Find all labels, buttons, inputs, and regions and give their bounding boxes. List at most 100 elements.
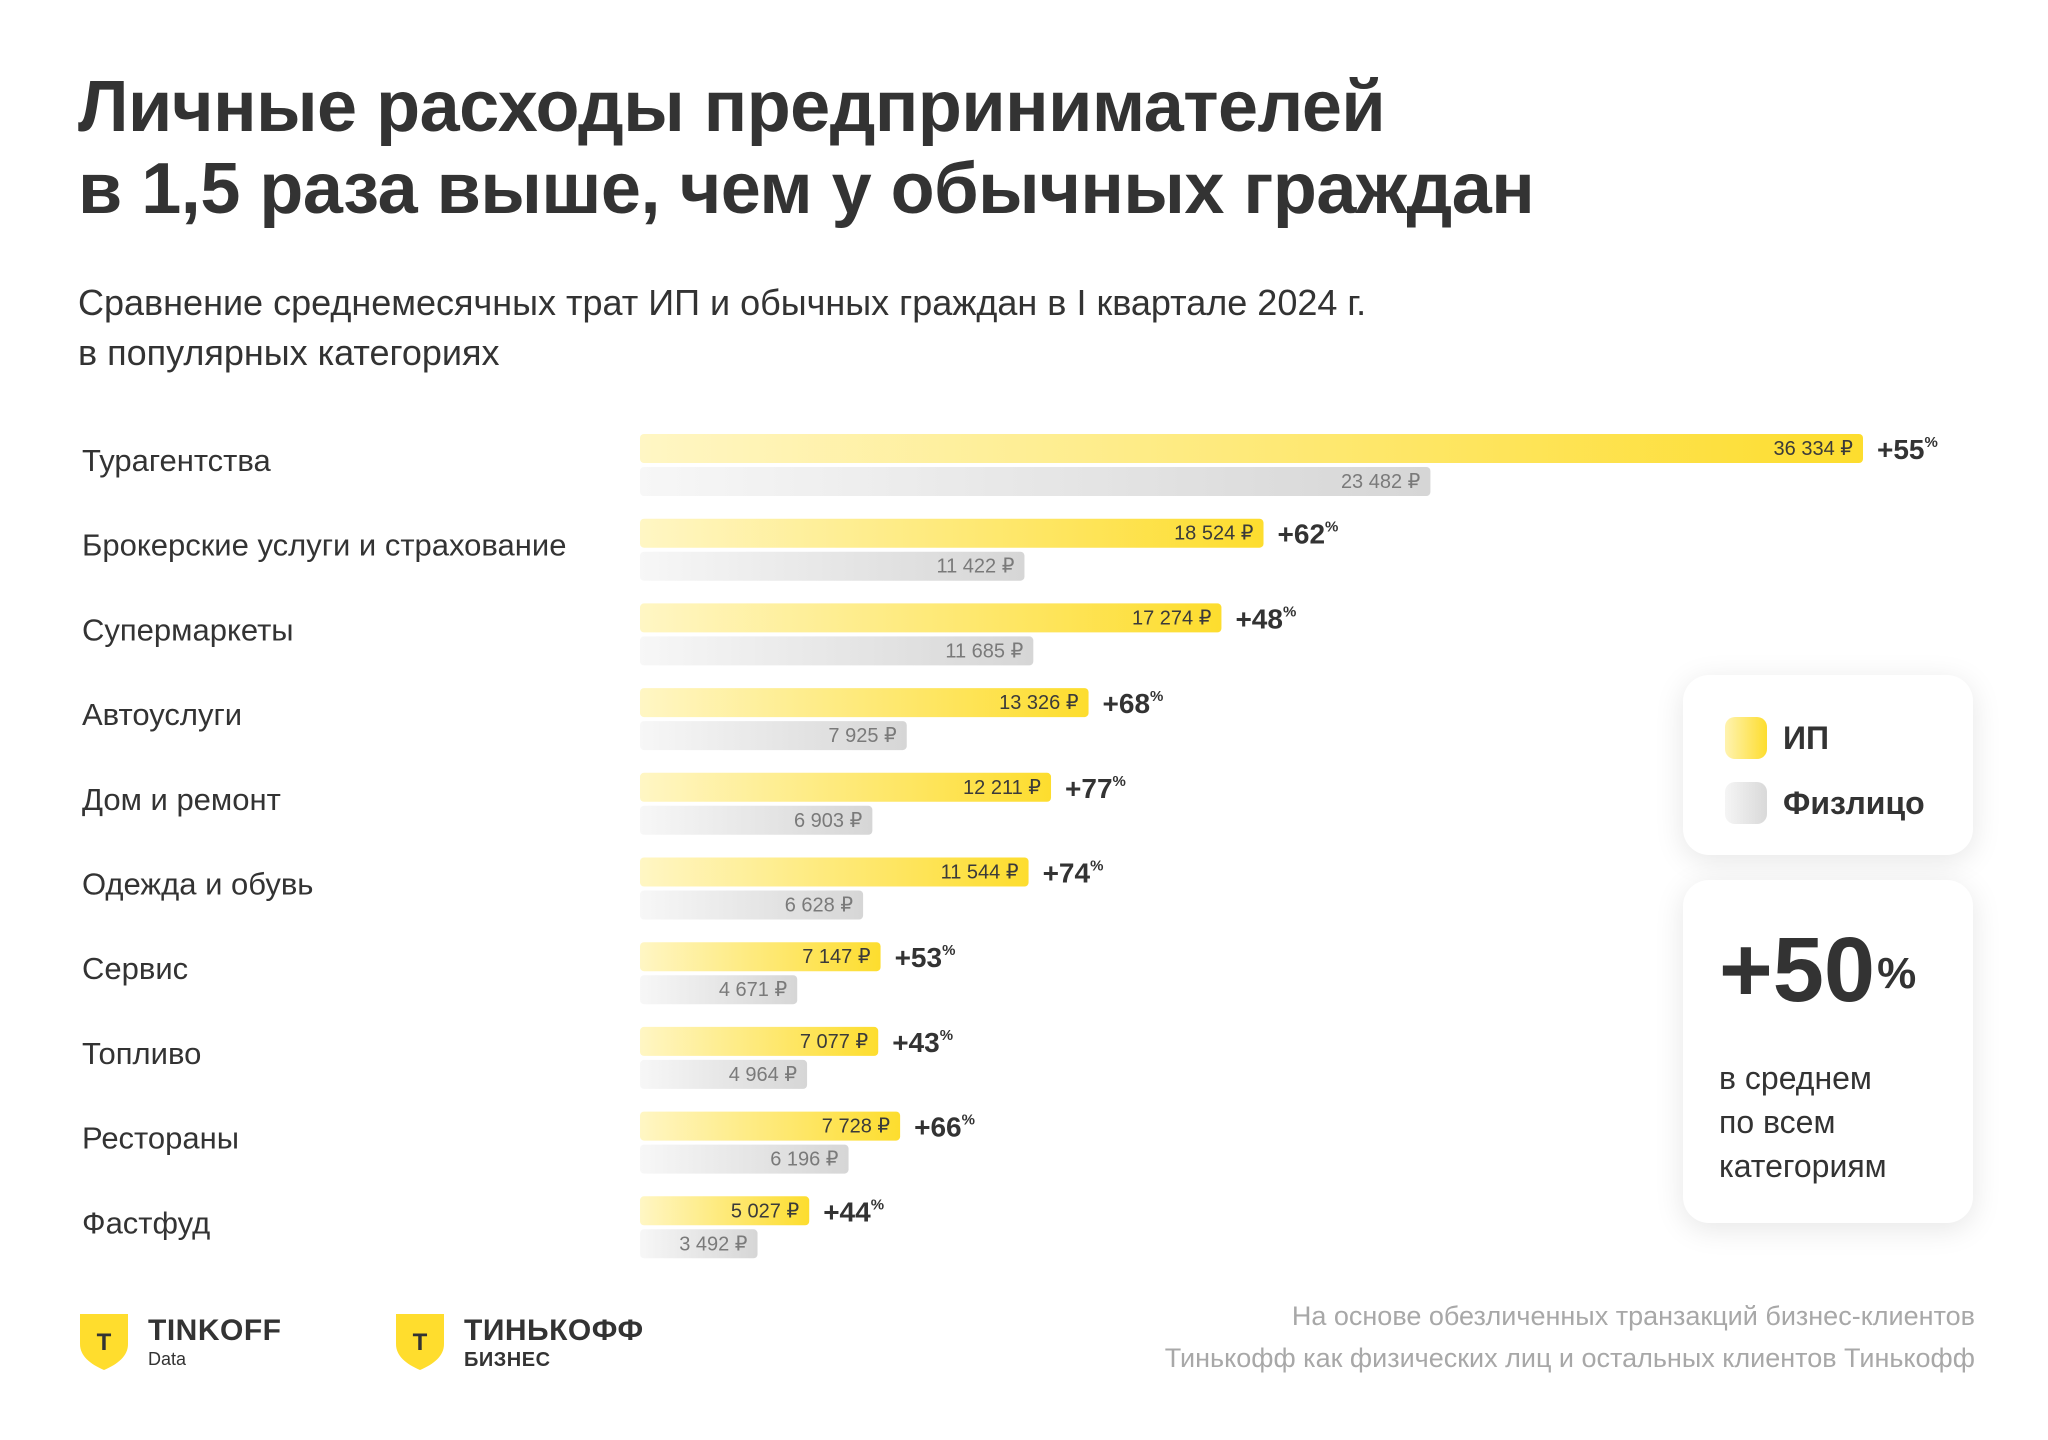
average-caption-line-3: категориям: [1719, 1148, 1887, 1184]
difference-label: +68%: [1103, 688, 1164, 719]
difference-label: +43%: [892, 1027, 953, 1058]
bar-physical: [640, 975, 798, 1005]
bar-physical-value-label: 6 903 ₽: [794, 810, 863, 832]
category-label: Турагентства: [82, 443, 271, 478]
bar-ip-value-label: 36 334 ₽: [1774, 438, 1854, 460]
bar-physical-value-label: 6 628 ₽: [785, 895, 854, 917]
difference-unit: %: [942, 942, 955, 959]
difference-label: +48%: [1235, 603, 1296, 634]
bar-physical: [640, 890, 864, 920]
difference-label: +44%: [823, 1196, 884, 1227]
bar-ip: [640, 434, 1863, 463]
average-card: +50% в среднем по всем категориям: [1683, 880, 1973, 1223]
bar-ip-value-label: 13 326 ₽: [999, 692, 1079, 714]
category-label: Топливо: [82, 1036, 201, 1071]
difference-label: +77%: [1065, 773, 1126, 804]
bar-physical-value-label: 23 482 ₽: [1341, 471, 1421, 493]
difference-label: +62%: [1278, 519, 1339, 550]
average-caption: в среднем по всем категориям: [1719, 1056, 1887, 1188]
tinkoff-data-sub: Data: [148, 1349, 187, 1369]
legend-swatch-ip: [1725, 717, 1767, 759]
difference-label: +53%: [895, 942, 956, 973]
bar-physical-value-label: 3 492 ₽: [679, 1233, 748, 1255]
category-label: Автоуслуги: [82, 697, 242, 732]
legend-card: ИП Физлицо: [1683, 675, 1973, 855]
tinkoff-business-wordmark: ТИНЬКОФФ БИЗНЕС: [464, 1314, 644, 1372]
bar-physical-value-label: 11 685 ₽: [945, 640, 1023, 662]
bar-ip-value-label: 11 544 ₽: [941, 862, 1019, 884]
chart-row: Дом и ремонт 12 211 ₽ +77% 6 903 ₽: [82, 772, 1126, 835]
bar-ip: [640, 942, 881, 972]
tinkoff-business-name: ТИНЬКОФФ: [464, 1314, 644, 1347]
bar-ip-value-label: 7 728 ₽: [822, 1116, 891, 1138]
difference-unit: %: [962, 1112, 975, 1129]
average-caption-line-2: по всем: [1719, 1104, 1836, 1140]
difference-label: +74%: [1043, 858, 1104, 889]
tinkoff-business-sub: БИЗНЕС: [464, 1349, 551, 1371]
legend-label-ip: ИП: [1783, 719, 1829, 756]
tinkoff-data-name: TINKOFF: [148, 1314, 282, 1347]
legend-item-physical: Физлицо: [1725, 782, 1925, 824]
category-label: Одежда и обувь: [82, 867, 313, 902]
tinkoff-business-logo: Т ТИНЬКОФФ БИЗНЕС: [396, 1314, 644, 1372]
average-caption-line-1: в среднем: [1719, 1060, 1872, 1096]
bar-physical-value-label: 4 964 ₽: [729, 1064, 798, 1086]
footnote: На основе обезличенных транзакций бизнес…: [1165, 1295, 1975, 1379]
difference-label: +66%: [914, 1112, 975, 1143]
legend-swatch-physical: [1725, 782, 1767, 824]
bar-ip: [640, 1026, 879, 1056]
bar-physical: [640, 721, 907, 751]
footnote-line-1: На основе обезличенных транзакций бизнес…: [1291, 1301, 1975, 1331]
legend-item-ip: ИП: [1725, 717, 1829, 759]
difference-unit: %: [1325, 519, 1338, 536]
bar-physical: [640, 1229, 758, 1259]
bar-ip: [640, 518, 1264, 548]
tinkoff-shield-icon: Т: [396, 1314, 444, 1370]
bar-ip: [640, 1196, 810, 1226]
bar-ip: [640, 772, 1052, 802]
difference-unit: %: [1283, 603, 1296, 620]
difference-unit: %: [940, 1027, 953, 1044]
average-number: +50: [1719, 919, 1876, 1021]
difference-unit: %: [871, 1196, 884, 1213]
difference-unit: %: [1925, 434, 1938, 451]
bar-ip-value-label: 7 147 ₽: [802, 946, 871, 968]
tinkoff-data-wordmark: TINKOFF Data: [148, 1314, 281, 1370]
category-label: Дом и ремонт: [82, 782, 281, 817]
title-line-1: Личные расходы предпринимателей: [78, 67, 1386, 147]
title-line-2: в 1,5 раза выше, чем у обычных граждан: [78, 149, 1535, 229]
chart-row: Одежда и обувь 11 544 ₽ +74% 6 628 ₽: [82, 857, 1104, 920]
subtitle-line-1: Сравнение среднемесячных трат ИП и обычн…: [78, 282, 1367, 323]
average-value: +50%: [1719, 920, 1916, 1020]
shield-letter: Т: [413, 1329, 428, 1356]
bar-physical: [640, 551, 1025, 581]
bar-ip-value-label: 18 524 ₽: [1174, 523, 1254, 545]
bar-physical-value-label: 11 422 ₽: [936, 556, 1014, 578]
bar-ip: [640, 857, 1029, 887]
bar-ip-value-label: 7 077 ₽: [800, 1031, 869, 1053]
bar-ip-value-label: 5 027 ₽: [731, 1200, 800, 1222]
chart-row: Супермаркеты 17 274 ₽ +48% 11 685 ₽: [82, 603, 1296, 666]
bar-ip: [640, 603, 1222, 633]
category-label: Рестораны: [82, 1121, 239, 1156]
tinkoff-shield-icon: Т: [80, 1314, 128, 1370]
difference-unit: %: [1150, 688, 1163, 705]
subtitle-line-2: в популярных категориях: [78, 332, 500, 373]
chart-row: Топливо 7 077 ₽ +43% 4 964 ₽: [82, 1026, 953, 1089]
chart-row: Турагентства 36 334 ₽ +55% 23 482 ₽: [82, 434, 1938, 496]
tinkoff-data-logo: Т TINKOFF Data: [80, 1314, 281, 1370]
bar-ip: [640, 1111, 901, 1141]
footnote-line-2: Тинькофф как физических лиц и остальных …: [1164, 1343, 1975, 1373]
chart-row: Автоуслуги 13 326 ₽ +68% 7 925 ₽: [82, 688, 1164, 751]
chart-row: Брокерские услуги и страхование 18 524 ₽ +…: [82, 518, 1339, 581]
bar-physical-value-label: 7 925 ₽: [828, 725, 897, 747]
bar-ip: [640, 688, 1089, 718]
shield-letter: Т: [97, 1329, 112, 1356]
difference-unit: %: [1113, 773, 1126, 790]
bar-physical: [640, 1059, 808, 1089]
average-unit: %: [1877, 949, 1917, 998]
category-label: Супермаркеты: [82, 612, 294, 647]
difference-unit: %: [1090, 858, 1103, 875]
page-title: Личные расходы предпринимателей в 1,5 ра…: [78, 66, 1535, 230]
